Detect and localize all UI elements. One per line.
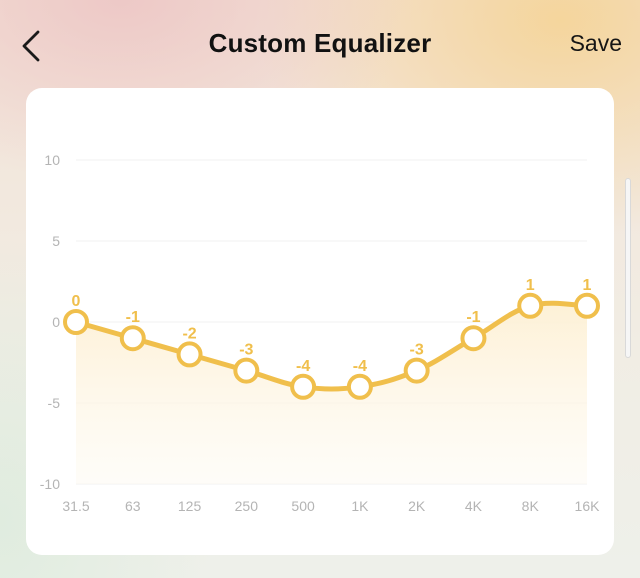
band-value-label: 1 — [526, 277, 535, 294]
x-tick-label: 4K — [465, 498, 483, 514]
y-tick-label: 0 — [52, 314, 60, 330]
band-points — [63, 292, 600, 400]
y-tick-label: 5 — [52, 233, 60, 249]
save-button[interactable]: Save — [569, 30, 622, 56]
x-tick-label: 63 — [125, 498, 141, 514]
value-labels: 0 -1 -2 -3 -4 -4 -3 -1 1 1 — [72, 277, 592, 375]
x-tick-label: 250 — [235, 498, 259, 514]
band-value-label: -3 — [410, 342, 424, 359]
scrollbar[interactable] — [625, 178, 631, 358]
band-handle-125[interactable] — [176, 341, 203, 368]
band-value-label: -1 — [466, 309, 480, 326]
band-value-label: 1 — [583, 277, 592, 294]
band-handle-8K[interactable] — [517, 292, 544, 319]
x-tick-label: 2K — [408, 498, 426, 514]
band-handle-2K[interactable] — [403, 357, 430, 384]
curve-fill — [76, 303, 587, 484]
band-handle-500[interactable] — [290, 373, 317, 400]
x-tick-label: 125 — [178, 498, 202, 514]
band-value-label: -1 — [126, 309, 140, 326]
y-tick-label: 10 — [44, 152, 60, 168]
band-value-label: -4 — [353, 358, 367, 375]
band-handle-63[interactable] — [119, 325, 146, 352]
chevron-left-icon — [22, 30, 40, 62]
band-handle-1K[interactable] — [346, 373, 373, 400]
band-value-label: -4 — [296, 358, 310, 375]
band-handle-31.5[interactable] — [63, 309, 89, 335]
band-value-label: 0 — [72, 293, 81, 310]
curve-line — [73, 300, 590, 392]
x-tick-label: 16K — [575, 498, 601, 514]
x-tick-label: 500 — [291, 498, 315, 514]
band-handle-16K[interactable] — [574, 292, 600, 319]
x-tick-label: 8K — [522, 498, 540, 514]
y-tick-label: -5 — [48, 395, 61, 411]
band-value-label: -3 — [239, 342, 253, 359]
eq-curve — [73, 300, 590, 392]
band-handle-250[interactable] — [233, 357, 260, 384]
x-tick-label: 1K — [351, 498, 369, 514]
header-bar: Custom Equalizer Save — [0, 0, 640, 90]
x-axis-ticks: 31.5 63 125 250 500 1K 2K 4K 8K 16K — [62, 498, 600, 514]
x-tick-label: 31.5 — [62, 498, 89, 514]
back-button[interactable] — [14, 26, 54, 66]
band-handle-4K[interactable] — [460, 325, 487, 352]
y-axis-ticks: 10 5 0 -5 -10 — [40, 152, 60, 492]
band-value-label: -2 — [182, 325, 196, 342]
curve-area — [76, 303, 587, 484]
page-title: Custom Equalizer — [208, 28, 432, 58]
y-tick-label: -10 — [40, 476, 60, 492]
